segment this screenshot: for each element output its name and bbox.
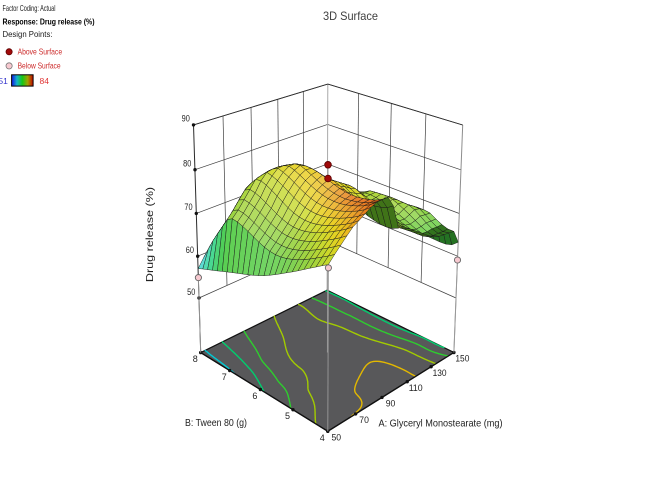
svg-text:51: 51	[0, 76, 8, 86]
svg-text:B: Tween 80 (g): B: Tween 80 (g)	[185, 417, 247, 429]
svg-text:90: 90	[182, 114, 190, 124]
svg-text:50: 50	[187, 287, 195, 297]
svg-text:84: 84	[40, 76, 50, 86]
svg-text:Design Points:: Design Points:	[3, 30, 53, 39]
svg-text:130: 130	[433, 368, 447, 378]
svg-text:8: 8	[193, 354, 198, 364]
svg-text:5: 5	[285, 411, 290, 421]
svg-text:6: 6	[252, 391, 257, 401]
svg-text:Below Surface: Below Surface	[18, 62, 61, 71]
svg-text:Above Surface: Above Surface	[18, 48, 63, 57]
svg-text:80: 80	[183, 159, 191, 169]
svg-text:4: 4	[320, 433, 325, 443]
svg-text:70: 70	[359, 415, 369, 425]
svg-text:110: 110	[409, 383, 423, 393]
svg-text:Response: Drug release (%): Response: Drug release (%)	[3, 17, 95, 26]
svg-text:7: 7	[222, 372, 227, 382]
svg-text:70: 70	[184, 202, 192, 212]
svg-text:Factor Coding: Actual: Factor Coding: Actual	[3, 4, 56, 13]
svg-text:Drug release (%): Drug release (%)	[144, 187, 156, 282]
svg-text:A: Glyceryl Monostearate (mg): A: Glyceryl Monostearate (mg)	[379, 418, 503, 430]
svg-text:50: 50	[332, 433, 342, 443]
svg-text:90: 90	[386, 399, 396, 409]
svg-text:3D Surface: 3D Surface	[323, 9, 378, 23]
svg-text:60: 60	[186, 245, 194, 255]
svg-text:150: 150	[455, 354, 469, 364]
